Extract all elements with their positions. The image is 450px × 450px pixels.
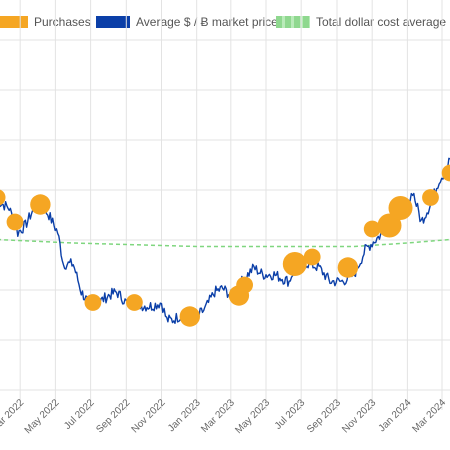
- legend-label-purchases: Purchases: [34, 15, 91, 29]
- purchase-point[interactable]: [6, 213, 24, 231]
- x-tick-label: Nov 2022: [130, 397, 168, 435]
- purchase-point[interactable]: [0, 189, 6, 206]
- x-tick-label: Nov 2023: [340, 397, 378, 435]
- dca-series: [0, 238, 450, 248]
- x-tick-label: Mar 2024: [410, 397, 448, 435]
- x-tick-label: May 2022: [23, 397, 62, 436]
- x-tick-label: Sep 2022: [94, 397, 132, 435]
- purchase-point[interactable]: [388, 196, 413, 220]
- purchase-point[interactable]: [441, 164, 450, 182]
- x-tick-label: Jul 2023: [273, 397, 308, 432]
- x-tick-label: Mar 2023: [199, 397, 237, 435]
- legend-label-market-price: Average $ / Ƀ market price: [136, 15, 278, 29]
- purchase-point[interactable]: [337, 257, 359, 278]
- purchase-point[interactable]: [125, 294, 143, 311]
- purchase-point[interactable]: [236, 276, 254, 294]
- dca-line: [0, 238, 450, 248]
- purchase-point[interactable]: [363, 220, 381, 238]
- grid: [0, 0, 450, 410]
- purchase-series: [0, 164, 450, 327]
- price-line: [0, 157, 450, 324]
- purchase-point[interactable]: [179, 306, 200, 327]
- legend-item-purchases[interactable]: Purchases: [0, 12, 91, 32]
- legend-item-market-price[interactable]: Average $ / Ƀ market price: [96, 12, 278, 32]
- legend-swatch-purchases: [0, 16, 28, 28]
- x-tick-label: Jul 2022: [62, 397, 97, 432]
- purchase-point[interactable]: [282, 252, 307, 276]
- purchase-point[interactable]: [30, 194, 51, 215]
- x-tick-label: Jan 2024: [377, 397, 414, 434]
- x-tick-label: Sep 2023: [305, 397, 343, 435]
- price-series: [0, 157, 450, 324]
- purchase-point[interactable]: [377, 213, 402, 238]
- x-tick-label: May 2023: [233, 397, 272, 436]
- legend-swatch-market-price: [96, 16, 130, 28]
- purchase-point[interactable]: [84, 294, 102, 311]
- purchase-point[interactable]: [303, 248, 321, 266]
- purchase-point[interactable]: [422, 189, 439, 206]
- legend-label-dca: Total dollar cost average: [316, 15, 447, 29]
- x-tick-label: Jan 2023: [166, 397, 203, 434]
